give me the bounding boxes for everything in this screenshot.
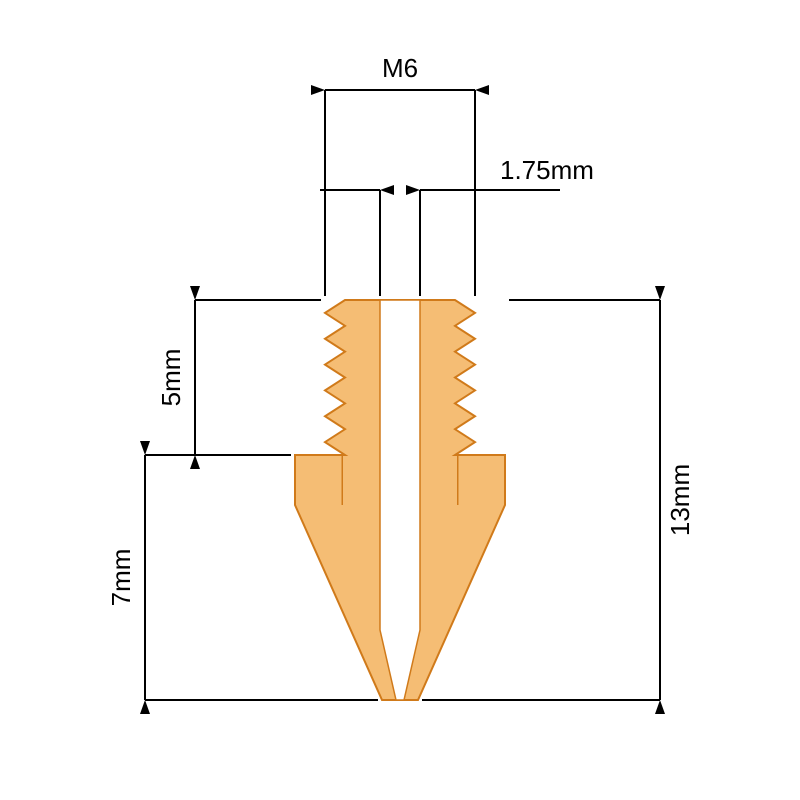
svg-text:13mm: 13mm [665,464,695,536]
svg-text:7mm: 7mm [106,549,136,607]
svg-text:M6: M6 [382,53,418,83]
svg-text:1.75mm: 1.75mm [500,155,594,185]
svg-text:5mm: 5mm [156,349,186,407]
